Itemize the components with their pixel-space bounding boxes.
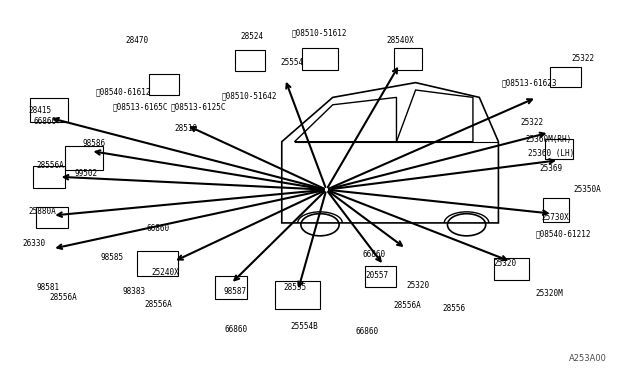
Text: Ⓝ08513-6125C: Ⓝ08513-6125C xyxy=(170,102,226,111)
Text: 28415: 28415 xyxy=(29,106,52,115)
Text: 25320M: 25320M xyxy=(536,289,563,298)
Text: 66860: 66860 xyxy=(355,327,378,336)
Text: 66860: 66860 xyxy=(33,117,56,126)
Text: 25320: 25320 xyxy=(493,259,516,268)
Text: Ⓝ08513-6165C: Ⓝ08513-6165C xyxy=(113,102,168,111)
Text: 98585: 98585 xyxy=(100,253,124,263)
Text: 25320: 25320 xyxy=(406,281,429,290)
Text: 99502: 99502 xyxy=(75,169,98,177)
Text: 25360M(RH): 25360M(RH) xyxy=(525,135,572,144)
Text: 25554: 25554 xyxy=(280,58,303,67)
Text: 26330: 26330 xyxy=(22,239,45,248)
Text: 28556A: 28556A xyxy=(145,300,173,309)
Text: A253A00: A253A00 xyxy=(569,354,607,363)
Text: Ⓝ08513-61623: Ⓝ08513-61623 xyxy=(502,78,557,87)
Text: 25730X: 25730X xyxy=(541,213,569,222)
Text: 28524: 28524 xyxy=(241,32,264,41)
Text: 66860: 66860 xyxy=(363,250,386,259)
Text: 28556A: 28556A xyxy=(36,161,64,170)
Text: 25360 (LH): 25360 (LH) xyxy=(529,149,575,158)
Text: 28510: 28510 xyxy=(175,124,198,133)
Text: 28556A: 28556A xyxy=(49,293,77,302)
Text: 25554B: 25554B xyxy=(290,322,318,331)
Text: 28540X: 28540X xyxy=(387,36,415,45)
Text: 98587: 98587 xyxy=(223,287,246,296)
Text: 25322: 25322 xyxy=(572,54,595,63)
Text: 28556A: 28556A xyxy=(394,301,421,311)
Text: 66860: 66860 xyxy=(147,224,170,233)
Text: 25322: 25322 xyxy=(521,118,544,126)
Text: 25350A: 25350A xyxy=(573,185,602,194)
Text: Ⓝ08510-51612: Ⓝ08510-51612 xyxy=(291,28,347,37)
Text: Ⓝ08510-51642: Ⓝ08510-51642 xyxy=(221,91,276,100)
Text: 25880A: 25880A xyxy=(29,207,56,217)
Text: Ⓝ08540-61612: Ⓝ08540-61612 xyxy=(96,87,151,96)
Text: 66860: 66860 xyxy=(225,326,248,334)
Text: 98586: 98586 xyxy=(83,139,106,148)
Text: 98581: 98581 xyxy=(36,283,60,292)
Text: 25240X: 25240X xyxy=(151,268,179,277)
Text: 28470: 28470 xyxy=(125,36,148,45)
Text: Ⓝ08540-61212: Ⓝ08540-61212 xyxy=(536,230,591,238)
Text: 28556: 28556 xyxy=(442,304,465,313)
Text: 98383: 98383 xyxy=(122,287,145,296)
Text: 28555: 28555 xyxy=(284,283,307,292)
Text: 25369: 25369 xyxy=(540,164,563,173)
Text: 20557: 20557 xyxy=(366,271,389,280)
